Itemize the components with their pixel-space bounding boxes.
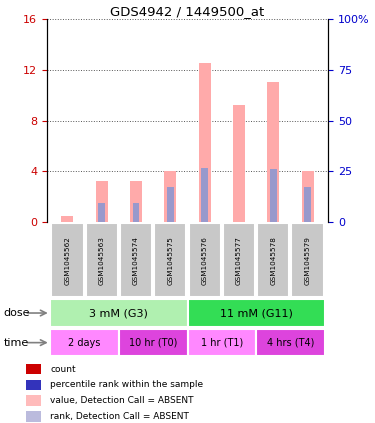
- Bar: [133, 203, 140, 222]
- FancyBboxPatch shape: [223, 223, 255, 297]
- Text: value, Detection Call = ABSENT: value, Detection Call = ABSENT: [50, 396, 194, 405]
- FancyBboxPatch shape: [257, 223, 290, 297]
- Text: time: time: [4, 338, 29, 348]
- Text: 11 mM (G11): 11 mM (G11): [220, 308, 292, 318]
- FancyBboxPatch shape: [50, 299, 188, 327]
- FancyBboxPatch shape: [86, 223, 118, 297]
- Bar: [26, 396, 41, 406]
- Bar: [130, 181, 142, 222]
- Text: GSM1045563: GSM1045563: [99, 236, 105, 285]
- Text: 4 hrs (T4): 4 hrs (T4): [267, 338, 314, 348]
- Bar: [201, 168, 208, 222]
- Bar: [304, 187, 311, 222]
- Text: GSM1045575: GSM1045575: [167, 236, 173, 285]
- FancyBboxPatch shape: [50, 329, 119, 356]
- FancyBboxPatch shape: [51, 223, 84, 297]
- Text: GSM1045562: GSM1045562: [64, 236, 70, 285]
- Text: GSM1045574: GSM1045574: [133, 236, 139, 285]
- FancyBboxPatch shape: [120, 223, 152, 297]
- Text: GSM1045576: GSM1045576: [202, 236, 208, 285]
- Bar: [96, 181, 108, 222]
- Text: GSM1045578: GSM1045578: [270, 236, 276, 285]
- Text: 2 days: 2 days: [68, 338, 101, 348]
- Text: 10 hr (T0): 10 hr (T0): [129, 338, 177, 348]
- FancyBboxPatch shape: [154, 223, 186, 297]
- Text: GSM1045579: GSM1045579: [304, 236, 310, 285]
- Bar: [26, 411, 41, 422]
- FancyBboxPatch shape: [188, 299, 325, 327]
- Bar: [99, 203, 105, 222]
- Text: dose: dose: [4, 308, 30, 318]
- Bar: [26, 364, 41, 374]
- Bar: [233, 105, 245, 222]
- FancyBboxPatch shape: [188, 329, 256, 356]
- Text: count: count: [50, 365, 76, 374]
- Bar: [199, 63, 211, 222]
- Bar: [267, 82, 279, 222]
- Bar: [270, 169, 276, 222]
- FancyBboxPatch shape: [189, 223, 221, 297]
- Text: rank, Detection Call = ABSENT: rank, Detection Call = ABSENT: [50, 412, 189, 421]
- FancyBboxPatch shape: [291, 223, 324, 297]
- Bar: [26, 380, 41, 390]
- Title: GDS4942 / 1449500_at: GDS4942 / 1449500_at: [110, 5, 265, 18]
- Text: 1 hr (T1): 1 hr (T1): [201, 338, 243, 348]
- Bar: [302, 171, 313, 222]
- Text: GSM1045577: GSM1045577: [236, 236, 242, 285]
- FancyBboxPatch shape: [119, 329, 188, 356]
- Text: 3 mM (G3): 3 mM (G3): [90, 308, 148, 318]
- Bar: [62, 216, 74, 222]
- Text: percentile rank within the sample: percentile rank within the sample: [50, 380, 203, 390]
- Bar: [164, 171, 176, 222]
- FancyBboxPatch shape: [256, 329, 325, 356]
- Bar: [167, 187, 174, 222]
